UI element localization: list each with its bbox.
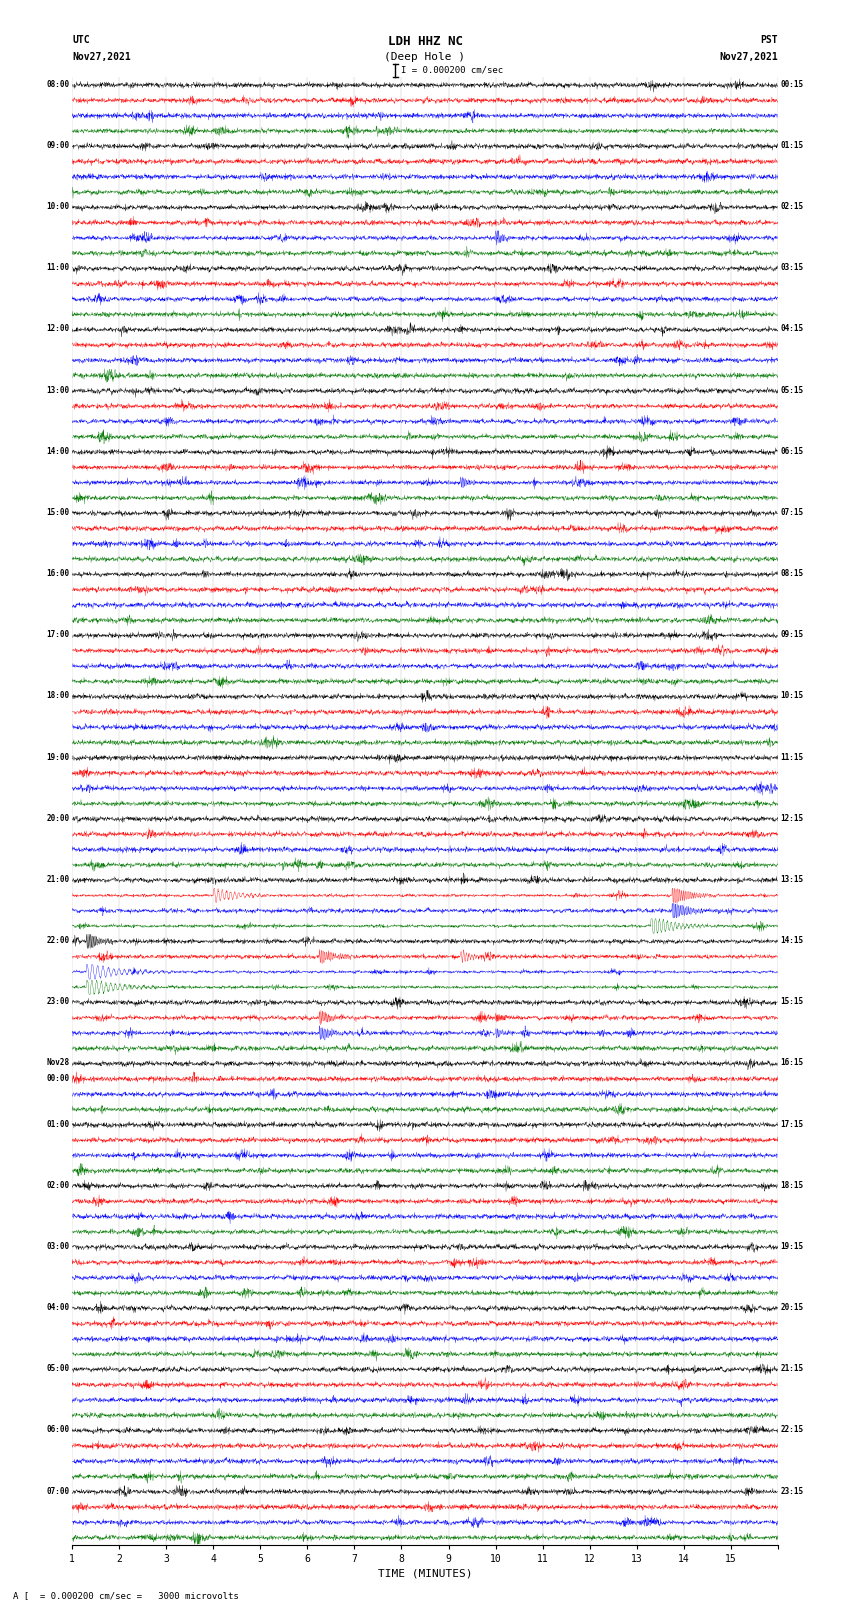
Text: 05:00: 05:00 (47, 1365, 70, 1373)
Text: 15:00: 15:00 (47, 508, 70, 516)
Text: 23:00: 23:00 (47, 997, 70, 1007)
Text: LDH HHZ NC: LDH HHZ NC (388, 35, 462, 48)
Text: 22:00: 22:00 (47, 936, 70, 945)
Text: 12:15: 12:15 (780, 815, 803, 823)
Text: 00:00: 00:00 (47, 1074, 70, 1082)
Text: 16:15: 16:15 (780, 1058, 803, 1068)
Text: 08:00: 08:00 (47, 79, 70, 89)
Text: 19:00: 19:00 (47, 753, 70, 761)
Text: 20:00: 20:00 (47, 815, 70, 823)
Text: 13:15: 13:15 (780, 874, 803, 884)
Text: Nov27,2021: Nov27,2021 (719, 52, 778, 61)
Text: I = 0.000200 cm/sec: I = 0.000200 cm/sec (401, 66, 503, 74)
Text: 06:00: 06:00 (47, 1426, 70, 1434)
Text: Nov28: Nov28 (47, 1058, 70, 1068)
X-axis label: TIME (MINUTES): TIME (MINUTES) (377, 1568, 473, 1579)
Text: 00:15: 00:15 (780, 79, 803, 89)
Text: 18:00: 18:00 (47, 692, 70, 700)
Text: 02:00: 02:00 (47, 1181, 70, 1190)
Text: 09:15: 09:15 (780, 631, 803, 639)
Text: PST: PST (760, 35, 778, 45)
Text: 15:15: 15:15 (780, 997, 803, 1007)
Text: UTC: UTC (72, 35, 90, 45)
Text: 04:15: 04:15 (780, 324, 803, 334)
Text: 02:15: 02:15 (780, 202, 803, 211)
Text: Nov27,2021: Nov27,2021 (72, 52, 131, 61)
Text: 18:15: 18:15 (780, 1181, 803, 1190)
Text: 07:15: 07:15 (780, 508, 803, 516)
Text: 01:00: 01:00 (47, 1119, 70, 1129)
Text: 20:15: 20:15 (780, 1303, 803, 1311)
Text: 17:00: 17:00 (47, 631, 70, 639)
Text: 08:15: 08:15 (780, 569, 803, 577)
Text: 04:00: 04:00 (47, 1303, 70, 1311)
Text: 21:00: 21:00 (47, 874, 70, 884)
Text: 06:15: 06:15 (780, 447, 803, 456)
Text: 03:15: 03:15 (780, 263, 803, 273)
Text: (Deep Hole ): (Deep Hole ) (384, 52, 466, 61)
Text: 14:15: 14:15 (780, 936, 803, 945)
Text: 14:00: 14:00 (47, 447, 70, 456)
Text: 10:15: 10:15 (780, 692, 803, 700)
Text: 22:15: 22:15 (780, 1426, 803, 1434)
Text: 12:00: 12:00 (47, 324, 70, 334)
Text: 09:00: 09:00 (47, 140, 70, 150)
Text: 01:15: 01:15 (780, 140, 803, 150)
Text: 13:00: 13:00 (47, 386, 70, 395)
Text: 07:00: 07:00 (47, 1487, 70, 1495)
Text: 17:15: 17:15 (780, 1119, 803, 1129)
Text: 05:15: 05:15 (780, 386, 803, 395)
Text: 19:15: 19:15 (780, 1242, 803, 1250)
Text: A [  = 0.000200 cm/sec =   3000 microvolts: A [ = 0.000200 cm/sec = 3000 microvolts (13, 1590, 239, 1600)
Text: 03:00: 03:00 (47, 1242, 70, 1250)
Text: 21:15: 21:15 (780, 1365, 803, 1373)
Text: 23:15: 23:15 (780, 1487, 803, 1495)
Text: 11:00: 11:00 (47, 263, 70, 273)
Text: 11:15: 11:15 (780, 753, 803, 761)
Text: 10:00: 10:00 (47, 202, 70, 211)
Text: 16:00: 16:00 (47, 569, 70, 577)
